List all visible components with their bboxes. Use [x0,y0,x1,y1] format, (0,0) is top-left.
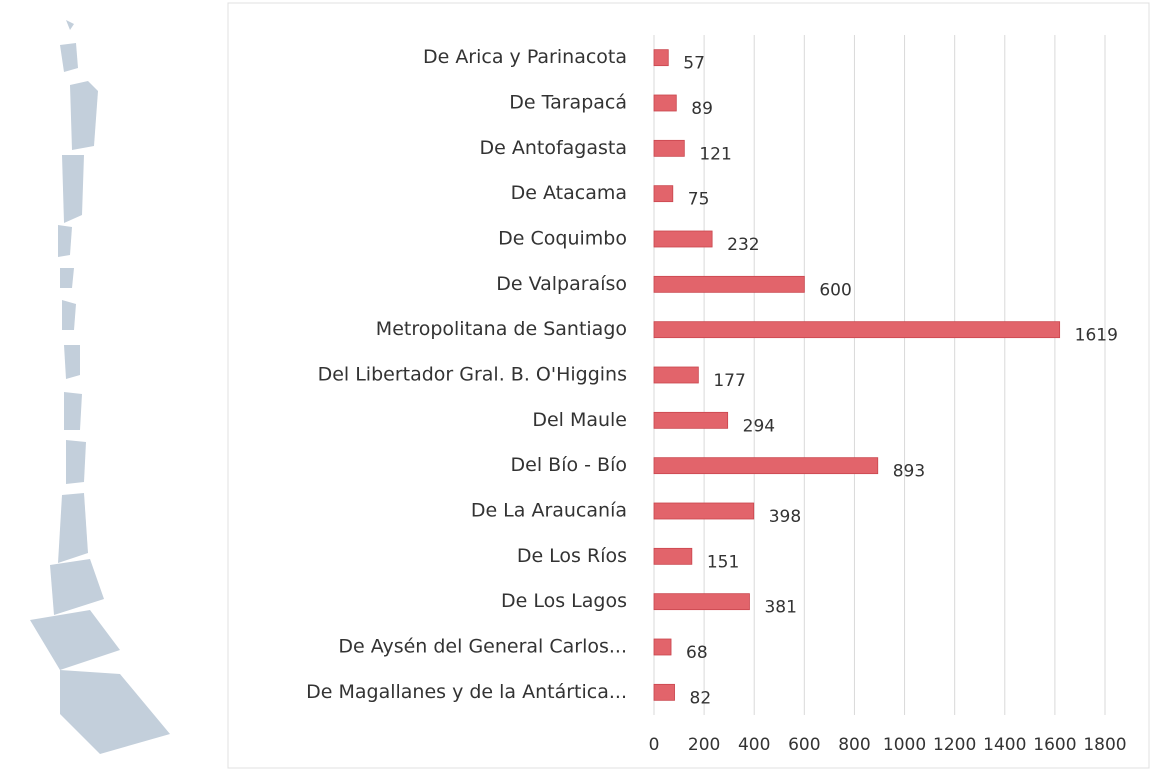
value-label: 600 [819,280,851,300]
y-tick-label: De Valparaíso [496,273,627,295]
x-tick-label: 1800 [1083,735,1126,755]
y-tick-label: Del Libertador Gral. B. O'Higgins [318,364,627,386]
bar [653,457,879,475]
y-tick-label: De Tarapacá [509,92,627,114]
x-tick-label: 800 [838,735,870,755]
bar [653,230,713,248]
value-label: 294 [743,416,775,436]
y-tick-label: De Atacama [511,182,627,204]
bar [653,321,1061,339]
bar [653,593,750,611]
y-tick-label: De Antofagasta [479,137,627,159]
bar [653,547,693,565]
y-tick-label: De Magallanes y de la Antártica... [306,681,627,703]
value-label: 121 [699,144,731,164]
x-tick-label: 400 [738,735,770,755]
y-tick-label: De Los Ríos [517,545,627,567]
value-label: 82 [690,688,712,708]
bar [653,49,669,67]
bar [653,275,805,293]
value-label: 75 [688,190,710,210]
bar [653,683,675,701]
bar [653,411,729,429]
x-tick-label: 1400 [983,735,1026,755]
value-label: 68 [686,643,708,663]
y-tick-label: De Coquimbo [498,228,627,250]
y-tick-label: De Los Lagos [501,590,627,612]
value-label: 89 [691,99,713,119]
x-tick-label: 600 [788,735,820,755]
value-label: 398 [769,507,801,527]
bar [653,94,677,112]
x-tick-label: 1200 [933,735,976,755]
x-tick-label: 200 [688,735,720,755]
y-tick-label: Del Bío - Bío [511,454,627,476]
bar [653,638,672,656]
y-tick-label: De Aysén del General Carlos... [338,636,627,658]
y-tick-label: De La Araucanía [471,500,627,522]
x-tick-label: 1000 [883,735,926,755]
value-label: 232 [727,235,759,255]
bar [653,139,685,157]
x-tick-label: 0 [649,735,660,755]
bar [653,502,755,520]
chart-frame [227,2,1150,769]
value-label: 151 [707,552,739,572]
value-label: 57 [683,54,705,74]
x-tick-label: 1600 [1033,735,1076,755]
value-label: 893 [893,462,925,482]
y-tick-label: Metropolitana de Santiago [376,318,627,340]
bar [653,185,674,203]
value-label: 177 [713,371,745,391]
bar [653,366,699,384]
y-tick-label: De Arica y Parinacota [423,46,627,68]
value-label: 381 [764,598,796,618]
value-label: 1619 [1075,326,1118,346]
y-tick-label: Del Maule [532,409,627,431]
map-decoration [30,20,170,754]
